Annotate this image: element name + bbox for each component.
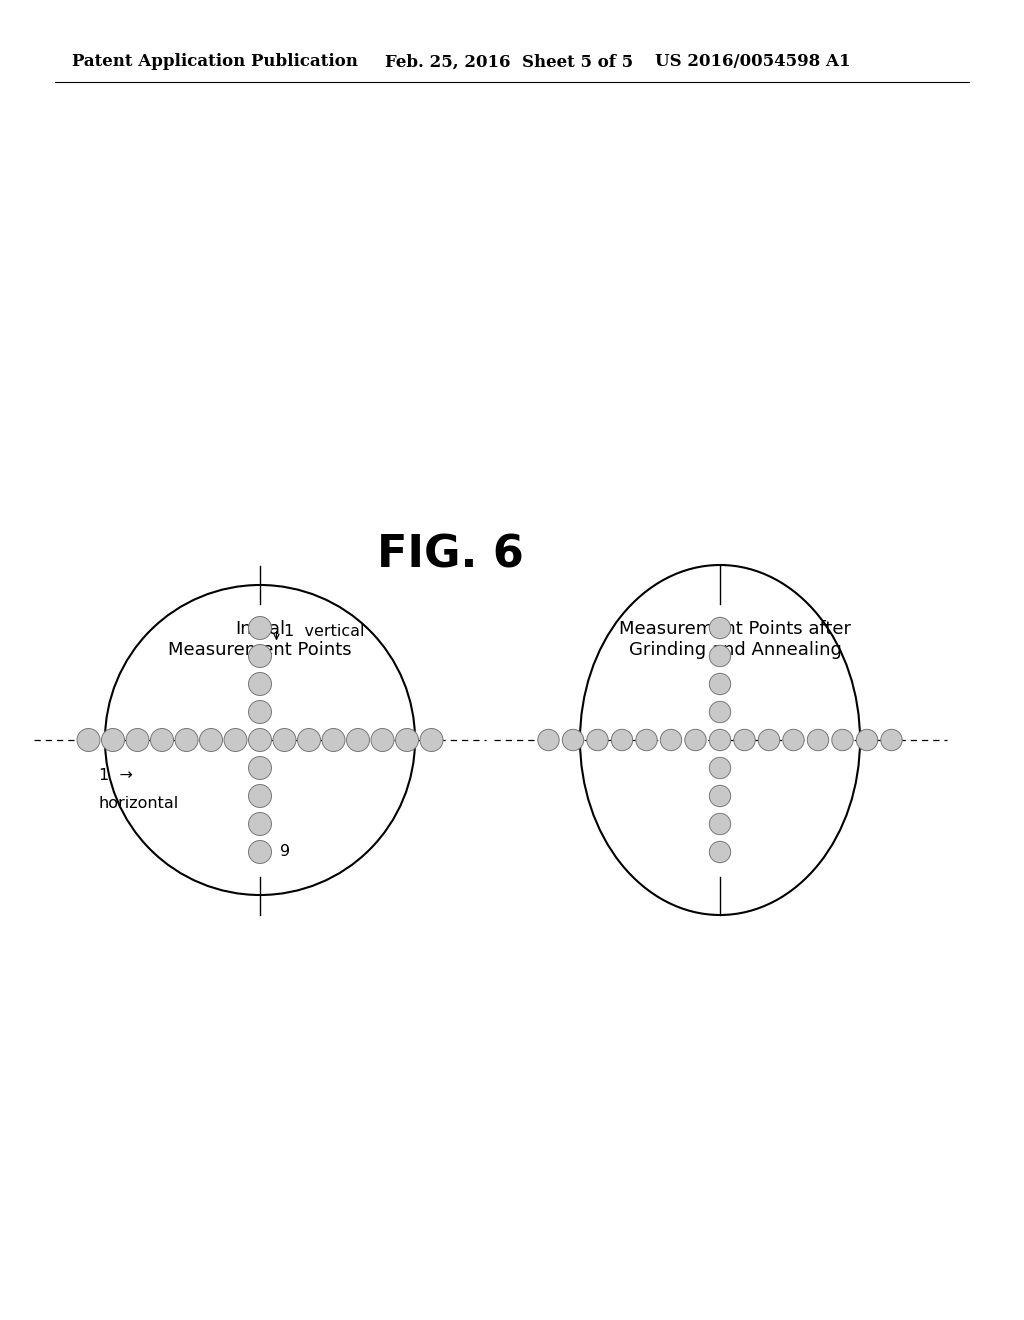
Circle shape	[77, 729, 100, 751]
Circle shape	[710, 701, 731, 722]
Text: Feb. 25, 2016  Sheet 5 of 5: Feb. 25, 2016 Sheet 5 of 5	[385, 54, 633, 70]
Circle shape	[200, 729, 222, 751]
Circle shape	[734, 730, 755, 751]
Circle shape	[710, 785, 731, 807]
Circle shape	[710, 813, 731, 834]
Circle shape	[587, 730, 608, 751]
Circle shape	[538, 730, 559, 751]
Circle shape	[710, 730, 731, 751]
Text: horizontal: horizontal	[98, 796, 179, 810]
Text: 1  →: 1 →	[98, 768, 132, 783]
Text: 9: 9	[280, 845, 290, 859]
Circle shape	[346, 729, 370, 751]
Circle shape	[371, 729, 394, 751]
Circle shape	[420, 729, 443, 751]
Circle shape	[710, 758, 731, 779]
Text: 1  vertical: 1 vertical	[284, 623, 364, 639]
Circle shape	[710, 841, 731, 863]
Text: Measurement Points after
Grinding and Annealing: Measurement Points after Grinding and An…	[618, 620, 851, 659]
Circle shape	[175, 729, 198, 751]
Circle shape	[636, 730, 657, 751]
Circle shape	[807, 730, 828, 751]
Circle shape	[710, 673, 731, 694]
Circle shape	[710, 645, 731, 667]
Circle shape	[126, 729, 150, 751]
Circle shape	[562, 730, 584, 751]
Text: FIG. 6: FIG. 6	[377, 533, 523, 577]
Text: US 2016/0054598 A1: US 2016/0054598 A1	[655, 54, 851, 70]
Circle shape	[249, 644, 271, 668]
Circle shape	[881, 730, 902, 751]
Circle shape	[322, 729, 345, 751]
Circle shape	[101, 729, 125, 751]
Circle shape	[831, 730, 853, 751]
Circle shape	[224, 729, 247, 751]
Circle shape	[249, 729, 271, 751]
Circle shape	[273, 729, 296, 751]
Circle shape	[710, 618, 731, 639]
Circle shape	[856, 730, 878, 751]
Circle shape	[249, 616, 271, 639]
Circle shape	[249, 784, 271, 808]
Circle shape	[298, 729, 321, 751]
Circle shape	[611, 730, 633, 751]
Circle shape	[249, 813, 271, 836]
Circle shape	[782, 730, 804, 751]
Text: Patent Application Publication: Patent Application Publication	[72, 54, 357, 70]
Circle shape	[249, 756, 271, 780]
Circle shape	[249, 672, 271, 696]
Text: Initial
Measurement Points: Initial Measurement Points	[168, 620, 352, 659]
Circle shape	[685, 730, 707, 751]
Circle shape	[759, 730, 779, 751]
Circle shape	[249, 841, 271, 863]
Circle shape	[151, 729, 173, 751]
Circle shape	[249, 701, 271, 723]
Circle shape	[660, 730, 682, 751]
Circle shape	[395, 729, 419, 751]
